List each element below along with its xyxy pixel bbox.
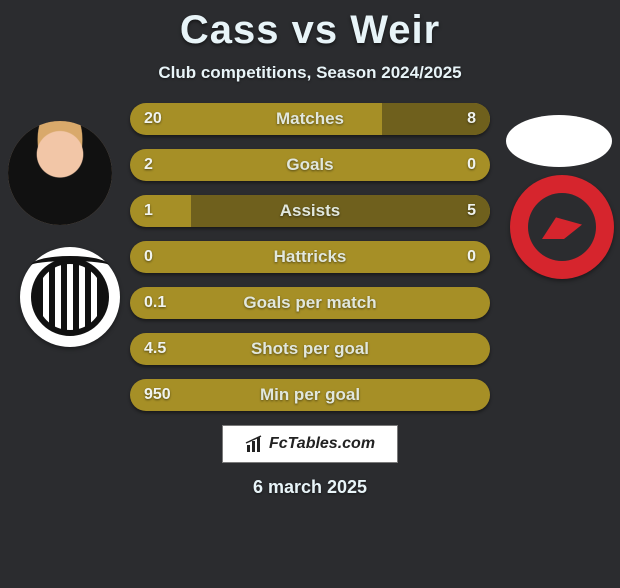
player-photo-placeholder bbox=[8, 121, 112, 225]
stat-label: Goals bbox=[286, 155, 333, 175]
club-left-badge bbox=[20, 247, 120, 347]
stat-row: 1 Assists 5 bbox=[130, 195, 490, 227]
stat-left-value: 0 bbox=[144, 248, 153, 266]
stat-label: Assists bbox=[280, 201, 340, 221]
stats-list: 20 Matches 8 2 Goals 0 1 Assists 5 0 Hattricks 0 0.1… bbox=[130, 103, 490, 411]
page-title: Cass vs Weir bbox=[0, 8, 620, 53]
stat-row: 950 Min per goal bbox=[130, 379, 490, 411]
season-subtitle: Club competitions, Season 2024/2025 bbox=[0, 63, 620, 83]
brand-logo-icon bbox=[245, 434, 265, 454]
stat-label: Goals per match bbox=[243, 293, 376, 313]
stat-left-value: 0.1 bbox=[144, 294, 166, 312]
club-right-badge bbox=[510, 175, 614, 279]
player-left-avatar bbox=[8, 121, 112, 225]
stat-left-value: 20 bbox=[144, 110, 162, 128]
stat-label: Shots per goal bbox=[251, 339, 369, 359]
stat-left-value: 950 bbox=[144, 386, 171, 404]
player-right-avatar bbox=[506, 115, 612, 167]
stat-right-value: 5 bbox=[467, 202, 476, 220]
grimsby-badge-icon bbox=[31, 258, 109, 336]
stat-row: 0.1 Goals per match bbox=[130, 287, 490, 319]
stat-row: 4.5 Shots per goal bbox=[130, 333, 490, 365]
stat-row: 20 Matches 8 bbox=[130, 103, 490, 135]
stat-label: Hattricks bbox=[274, 247, 347, 267]
comparison-panel: 20 Matches 8 2 Goals 0 1 Assists 5 0 Hattricks 0 0.1… bbox=[0, 103, 620, 411]
stat-left-value: 1 bbox=[144, 202, 153, 220]
stat-left-value: 2 bbox=[144, 156, 153, 174]
stat-row: 2 Goals 0 bbox=[130, 149, 490, 181]
stat-row: 0 Hattricks 0 bbox=[130, 241, 490, 273]
stat-right-bar bbox=[191, 195, 490, 227]
stat-label: Matches bbox=[276, 109, 344, 129]
snapshot-date: 6 march 2025 bbox=[0, 477, 620, 498]
stat-label: Min per goal bbox=[260, 385, 360, 405]
stat-right-value: 8 bbox=[467, 110, 476, 128]
stat-left-value: 4.5 bbox=[144, 340, 166, 358]
brand-box[interactable]: FcTables.com bbox=[222, 425, 398, 463]
stat-right-value: 0 bbox=[467, 248, 476, 266]
brand-label: FcTables.com bbox=[269, 435, 375, 453]
stat-right-value: 0 bbox=[467, 156, 476, 174]
